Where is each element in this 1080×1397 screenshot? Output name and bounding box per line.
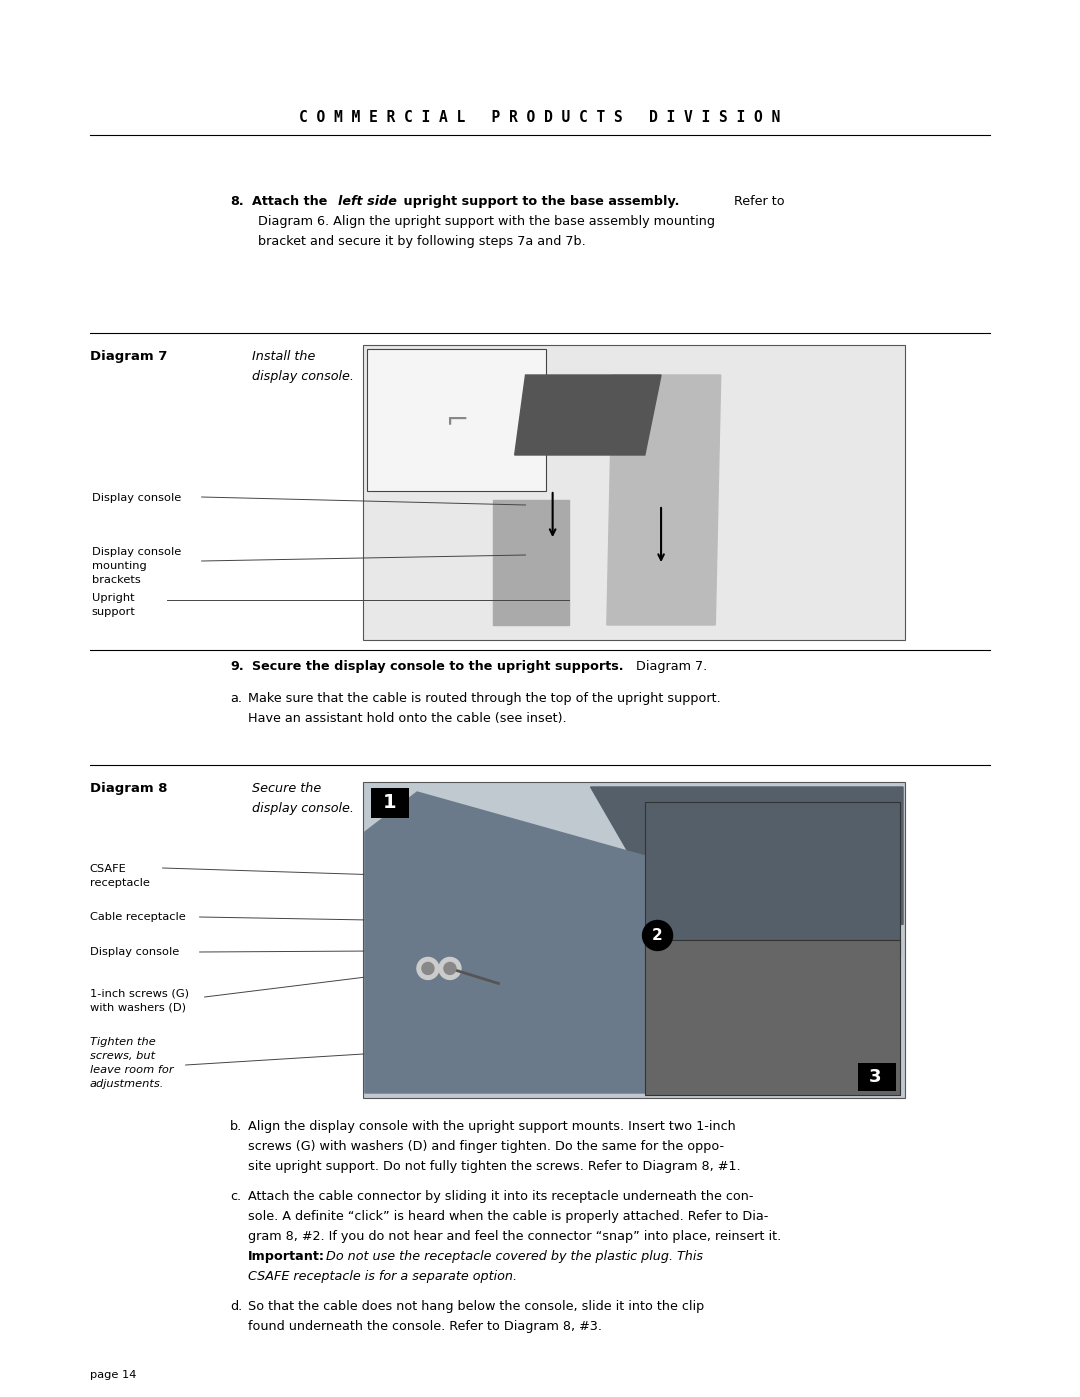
Text: 1: 1 — [383, 793, 396, 813]
Text: Diagram 7.: Diagram 7. — [632, 659, 707, 673]
Text: mounting: mounting — [92, 562, 147, 571]
Text: page 14: page 14 — [90, 1370, 136, 1380]
Bar — [363, 345, 905, 640]
Circle shape — [417, 957, 438, 979]
Text: Have an assistant hold onto the cable (see inset).: Have an assistant hold onto the cable (s… — [248, 712, 567, 725]
Text: b.: b. — [230, 1120, 242, 1133]
Text: 8.: 8. — [230, 196, 244, 208]
Text: Diagram 8: Diagram 8 — [90, 782, 167, 795]
Text: 9.: 9. — [230, 659, 244, 673]
Text: C O M M E R C I A L   P R O D U C T S   D I V I S I O N: C O M M E R C I A L P R O D U C T S D I … — [299, 110, 781, 126]
Text: Tighten the: Tighten the — [90, 1037, 156, 1046]
Text: CSAFE receptacle is for a separate option.: CSAFE receptacle is for a separate optio… — [248, 1270, 517, 1282]
Text: Diagram 6. Align the upright support with the base assembly mounting: Diagram 6. Align the upright support wit… — [258, 215, 715, 228]
Text: c.: c. — [230, 1190, 241, 1203]
Text: 2: 2 — [652, 928, 663, 943]
Text: 1-inch screws (G): 1-inch screws (G) — [90, 988, 189, 997]
Text: upright support to the base assembly.: upright support to the base assembly. — [399, 196, 679, 208]
Text: Make sure that the cable is routed through the top of the upright support.: Make sure that the cable is routed throu… — [248, 692, 720, 705]
Text: Display console: Display console — [92, 548, 180, 557]
Text: ⌐: ⌐ — [445, 405, 468, 434]
Text: CSAFE: CSAFE — [90, 863, 126, 875]
Polygon shape — [515, 374, 661, 455]
Text: left side: left side — [338, 196, 397, 208]
Text: screws (G) with washers (D) and finger tighten. Do the same for the oppo-: screws (G) with washers (D) and finger t… — [248, 1140, 725, 1153]
Circle shape — [444, 963, 456, 975]
Text: receptacle: receptacle — [90, 877, 149, 888]
Bar — [370, 788, 409, 819]
Polygon shape — [365, 792, 666, 1092]
Text: Upright: Upright — [92, 592, 134, 604]
Text: Display console: Display console — [90, 947, 179, 957]
Text: Align the display console with the upright support mounts. Insert two 1-inch: Align the display console with the uprig… — [248, 1120, 735, 1133]
Text: Refer to: Refer to — [730, 196, 785, 208]
Text: brackets: brackets — [92, 576, 140, 585]
Bar — [367, 349, 545, 490]
Text: adjustments.: adjustments. — [90, 1078, 164, 1090]
Text: d.: d. — [230, 1301, 242, 1313]
Text: Diagram 7: Diagram 7 — [90, 351, 167, 363]
Text: display console.: display console. — [252, 370, 353, 383]
Polygon shape — [591, 787, 903, 956]
Text: 3: 3 — [868, 1067, 881, 1085]
Text: Cable receptacle: Cable receptacle — [90, 912, 186, 922]
Text: Display console: Display console — [92, 493, 180, 503]
Polygon shape — [607, 374, 720, 624]
Bar — [645, 802, 900, 954]
Text: Important:: Important: — [248, 1250, 325, 1263]
Bar — [363, 782, 905, 1098]
Text: site upright support. Do not fully tighten the screws. Refer to Diagram 8, #1.: site upright support. Do not fully tight… — [248, 1160, 741, 1173]
Text: screws, but: screws, but — [90, 1051, 154, 1060]
Text: sole. A definite “click” is heard when the cable is properly attached. Refer to : sole. A definite “click” is heard when t… — [248, 1210, 768, 1222]
Circle shape — [422, 963, 434, 975]
Text: a.: a. — [230, 692, 242, 705]
Text: support: support — [92, 608, 135, 617]
Circle shape — [438, 957, 461, 979]
Text: Attach the: Attach the — [252, 196, 332, 208]
Text: leave room for: leave room for — [90, 1065, 173, 1076]
Text: display console.: display console. — [252, 802, 353, 814]
Text: So that the cable does not hang below the console, slide it into the clip: So that the cable does not hang below th… — [248, 1301, 704, 1313]
Circle shape — [643, 921, 673, 950]
Text: bracket and secure it by following steps 7a and 7b.: bracket and secure it by following steps… — [258, 235, 585, 249]
Text: Attach the cable connector by sliding it into its receptacle underneath the con-: Attach the cable connector by sliding it… — [248, 1190, 754, 1203]
Polygon shape — [492, 500, 569, 624]
Text: Install the: Install the — [252, 351, 315, 363]
Text: with washers (D): with washers (D) — [90, 1002, 186, 1011]
Bar — [858, 1063, 895, 1091]
Text: gram 8, #2. If you do not hear and feel the connector “snap” into place, reinser: gram 8, #2. If you do not hear and feel … — [248, 1229, 781, 1243]
Text: found underneath the console. Refer to Diagram 8, #3.: found underneath the console. Refer to D… — [248, 1320, 602, 1333]
Text: Secure the display console to the upright supports.: Secure the display console to the uprigh… — [252, 659, 623, 673]
Text: Secure the: Secure the — [252, 782, 321, 795]
Text: Do not use the receptacle covered by the plastic plug. This: Do not use the receptacle covered by the… — [322, 1250, 703, 1263]
Bar — [645, 940, 900, 1095]
